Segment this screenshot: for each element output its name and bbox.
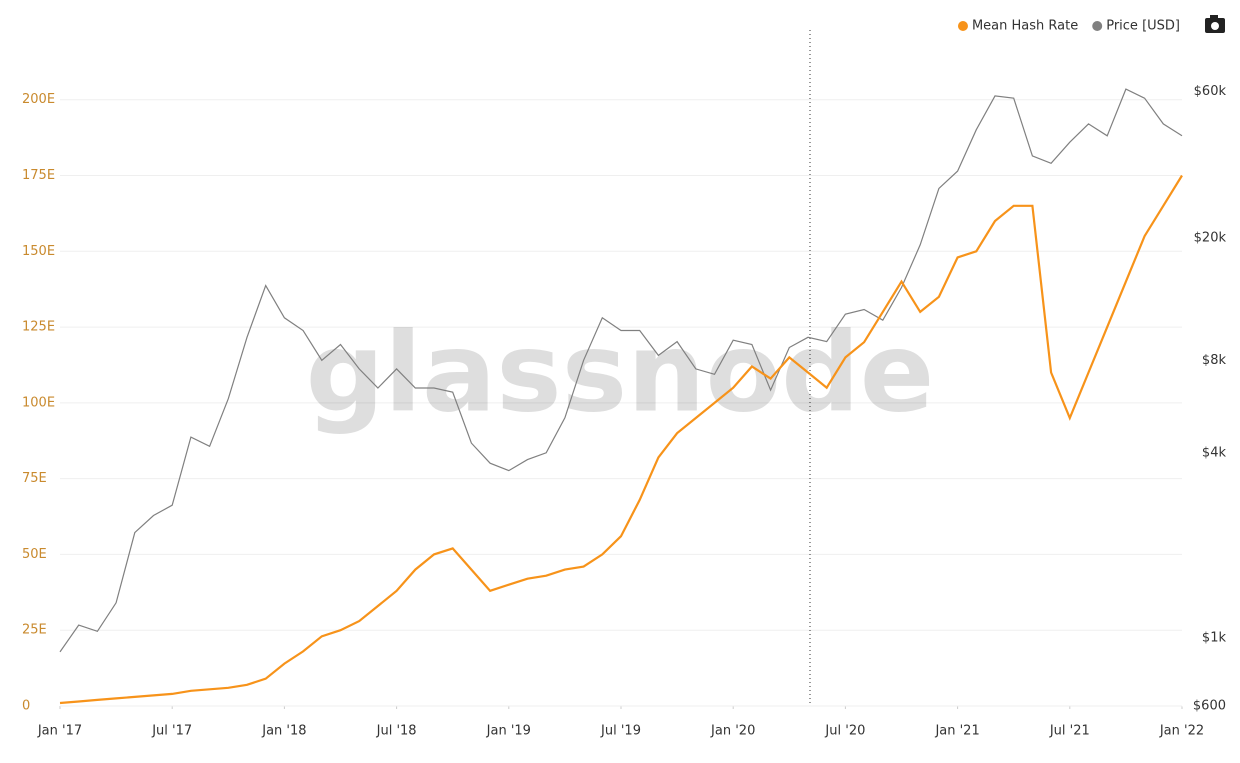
x-tick-label: Jul '18 <box>376 724 417 739</box>
y-tick-label: 125E <box>22 320 55 335</box>
x-tick-label: Jan '19 <box>486 724 531 739</box>
y-tick-label: 50E <box>22 547 47 562</box>
y2-tick-label: $4k <box>1202 445 1227 460</box>
camera-top[interactable] <box>1210 15 1218 19</box>
y-tick-label: 200E <box>22 92 55 107</box>
y-tick-label: 100E <box>22 395 55 410</box>
x-tick-label: Jan '21 <box>934 724 979 739</box>
x-tick-label: Jan '22 <box>1159 724 1204 739</box>
series-line <box>59 174 1183 705</box>
legend-label: Mean Hash Rate <box>972 19 1078 34</box>
series-line <box>59 88 1183 653</box>
y-tick-label: 150E <box>22 244 55 259</box>
camera-lens[interactable] <box>1211 22 1219 30</box>
legend-label: Price [USD] <box>1106 19 1180 34</box>
y-tick-label: 25E <box>22 623 47 638</box>
y2-tick-label: $60k <box>1194 84 1227 99</box>
y2-tick-label: $8k <box>1202 353 1227 368</box>
x-tick-label: Jul '17 <box>151 724 192 739</box>
y-tick-label: 175E <box>22 168 55 183</box>
legend-marker <box>1092 21 1103 31</box>
legend-marker <box>957 21 968 31</box>
y2-tick-label: $1k <box>1202 630 1227 645</box>
y2-tick-label: $600 <box>1193 699 1226 714</box>
y-tick-label: 75E <box>22 471 47 486</box>
y2-tick-label: $20k <box>1194 230 1227 245</box>
x-tick-label: Jan '17 <box>37 724 82 739</box>
x-tick-label: Jan '20 <box>710 724 755 739</box>
x-tick-label: Jul '21 <box>1049 724 1090 739</box>
y-tick-label: 0 <box>22 699 30 714</box>
x-tick-label: Jul '19 <box>600 724 641 739</box>
x-tick-label: Jan '18 <box>261 724 306 739</box>
x-tick-label: Jul '20 <box>824 724 865 739</box>
camera-icon[interactable] <box>1205 15 1225 33</box>
